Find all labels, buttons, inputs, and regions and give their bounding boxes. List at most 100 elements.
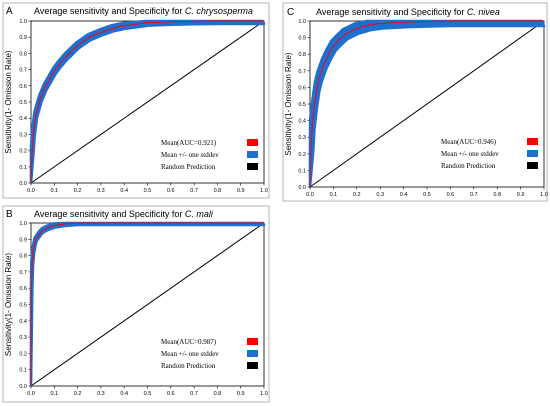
x-tick-label: 0.7 <box>190 188 198 194</box>
y-tick-label: 0.5 <box>298 102 306 108</box>
mean-point <box>193 222 195 224</box>
mean-point <box>337 40 339 42</box>
chart-title-prefix: Average sensitivity and Specificity for <box>316 7 467 17</box>
mean-point <box>37 235 39 237</box>
y-tick-label: 0.1 <box>298 168 306 174</box>
mean-point <box>42 229 44 231</box>
y-tick-label: 0.1 <box>19 368 27 374</box>
mean-point <box>344 33 346 35</box>
y-tick-label: 1.0 <box>19 221 27 227</box>
y-tick-label: 0.9 <box>19 237 27 243</box>
y-axis-label: Sensitivity(1- Omission Rate) <box>4 50 13 153</box>
legend-label: Mean +/- one stddev <box>441 150 499 158</box>
mean-point <box>170 21 172 23</box>
mean-point <box>318 76 320 78</box>
x-tick-label: 0.5 <box>144 391 152 397</box>
x-tick-label: 0.1 <box>50 188 58 194</box>
mean-point <box>65 56 67 58</box>
y-tick-label: 0.9 <box>19 35 27 41</box>
y-tick-label: 1.0 <box>298 19 306 25</box>
legend-swatch <box>247 338 258 345</box>
series-stddev-band <box>29 19 266 185</box>
mean-point <box>449 20 451 22</box>
x-tick-label: 1.0 <box>540 192 548 198</box>
chart-title: Average sensitivity and Specificity for … <box>34 209 214 219</box>
y-tick-label: 0.1 <box>19 165 27 171</box>
y-tick-label: 0.4 <box>298 119 306 125</box>
y-tick-label: 0.7 <box>19 68 27 74</box>
x-tick-label: 0.5 <box>144 188 152 194</box>
y-tick-label: 0.3 <box>298 135 306 141</box>
mean-point <box>77 222 79 224</box>
x-tick-label: 0.4 <box>400 192 408 198</box>
y-tick-label: 0.5 <box>19 303 27 309</box>
series-stddev-band <box>308 19 546 189</box>
mean-point <box>32 133 34 135</box>
mean-point <box>328 53 330 55</box>
x-tick-label: 0.8 <box>214 391 222 397</box>
mean-point <box>46 227 48 229</box>
mean-point <box>496 20 498 22</box>
y-tick-label: 0.2 <box>19 351 27 357</box>
mean-point <box>356 27 358 29</box>
mean-point <box>473 20 475 22</box>
x-tick-label: 0.9 <box>237 188 245 194</box>
x-tick-label: 1.0 <box>260 391 268 397</box>
x-tick-label: 0.5 <box>423 192 431 198</box>
legend-swatch <box>247 139 258 146</box>
y-tick-label: 1.0 <box>19 19 27 25</box>
mean-point <box>44 86 46 88</box>
y-tick-label: 0.6 <box>298 85 306 91</box>
y-tick-label: 0.8 <box>19 254 27 260</box>
mean-point <box>30 182 32 184</box>
legend-swatch <box>247 362 258 369</box>
mean-point <box>100 31 102 33</box>
panel-letter: A <box>6 6 13 17</box>
series-random-prediction <box>309 20 545 188</box>
x-tick-label: 0.0 <box>27 188 35 194</box>
legend-label: Random Prediction <box>161 163 216 171</box>
chart-panel-c: C Average sensitivity and Specificity for… <box>282 2 548 202</box>
x-tick-label: 0.4 <box>120 188 128 194</box>
panel-frame <box>2 2 270 199</box>
x-tick-label: 0.3 <box>97 391 105 397</box>
mean-point <box>30 385 32 387</box>
legend: Mean(AUC=0.946) Mean +/- one stddev Random… <box>441 138 538 170</box>
x-tick-label: 0.6 <box>167 391 175 397</box>
mean-point <box>123 25 125 27</box>
mean-point <box>58 64 60 66</box>
mean-point <box>30 287 32 289</box>
y-tick-label: 0.0 <box>19 181 27 187</box>
chart-title-prefix: Average sensitivity and Specificity for <box>34 209 185 219</box>
legend-label: Mean +/- one stddev <box>161 151 219 159</box>
x-tick-label: 0.8 <box>493 192 501 198</box>
mean-point <box>314 103 316 105</box>
mean-point <box>31 150 33 152</box>
mean-point <box>35 238 37 240</box>
y-tick-label: 0.3 <box>19 132 27 138</box>
mean-point <box>49 78 51 80</box>
mean-point <box>32 250 34 252</box>
y-tick-label: 0.8 <box>19 51 27 57</box>
legend-swatch <box>247 151 258 158</box>
y-tick-label: 0.9 <box>298 36 306 42</box>
y-tick-label: 0.4 <box>19 116 27 122</box>
x-tick-label: 0.0 <box>306 192 314 198</box>
mean-point <box>53 70 55 72</box>
mean-point <box>147 222 148 224</box>
y-tick-label: 0.7 <box>298 69 306 75</box>
series-mean <box>309 20 544 188</box>
mean-point <box>310 145 312 146</box>
y-tick-label: 0.8 <box>298 52 306 58</box>
y-tick-label: 0.6 <box>19 84 27 90</box>
mean-point <box>240 20 242 22</box>
mean-point <box>39 98 41 100</box>
mean-point <box>77 44 79 46</box>
mean-point <box>316 86 318 88</box>
legend-swatch <box>527 138 538 145</box>
mean-point <box>35 114 37 116</box>
mean-point <box>368 24 369 26</box>
series-random-prediction <box>30 20 265 184</box>
legend-label: Mean +/- one stddev <box>161 350 219 358</box>
panel-letter: B <box>6 209 13 220</box>
